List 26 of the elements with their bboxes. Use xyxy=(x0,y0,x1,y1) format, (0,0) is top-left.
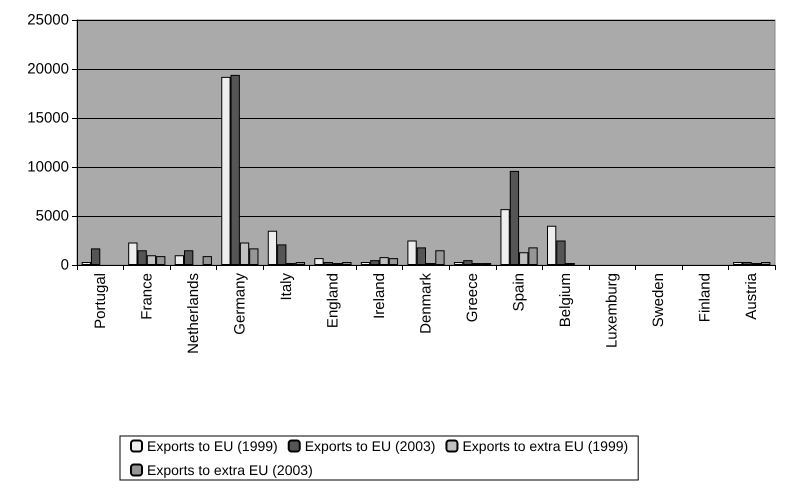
x-tick-label: Luxemburg xyxy=(604,273,621,348)
x-tick-label: Germany xyxy=(231,272,248,335)
legend-label: Exports to EU (2003) xyxy=(304,438,436,454)
x-tick-label: Spain xyxy=(510,273,528,312)
x-tick-label: England xyxy=(324,273,342,328)
x-tick-label: Denmark xyxy=(418,272,434,334)
legend-label: Exports to extra EU (1999) xyxy=(462,438,628,454)
x-tick-label: Italy xyxy=(278,272,295,301)
legend-label: Exports to EU (1999) xyxy=(147,438,278,454)
x-tick-label: France xyxy=(138,273,156,320)
x-tick-label: Greece xyxy=(464,273,482,322)
bar xyxy=(202,256,212,265)
x-tick-label: Netherlands xyxy=(184,273,202,354)
y-tick-label: 15000 xyxy=(27,110,69,126)
y-tick-label: 25000 xyxy=(27,12,69,28)
x-tick-label: Ireland xyxy=(370,273,388,319)
y-tick-label: 10000 xyxy=(27,158,69,176)
legend-label: Exports to extra EU (2003) xyxy=(147,462,313,478)
x-tick-label: Belgium xyxy=(557,273,574,328)
x-tick-label: Portugal xyxy=(92,273,109,329)
x-tick-label: Finland xyxy=(696,273,714,322)
y-tick-label: 0 xyxy=(60,256,69,274)
x-tick-label: Sweden xyxy=(650,273,668,328)
y-tick-label: 5000 xyxy=(36,208,69,224)
y-tick-label: 20000 xyxy=(27,60,69,78)
x-tick-label: Austria xyxy=(743,272,760,320)
